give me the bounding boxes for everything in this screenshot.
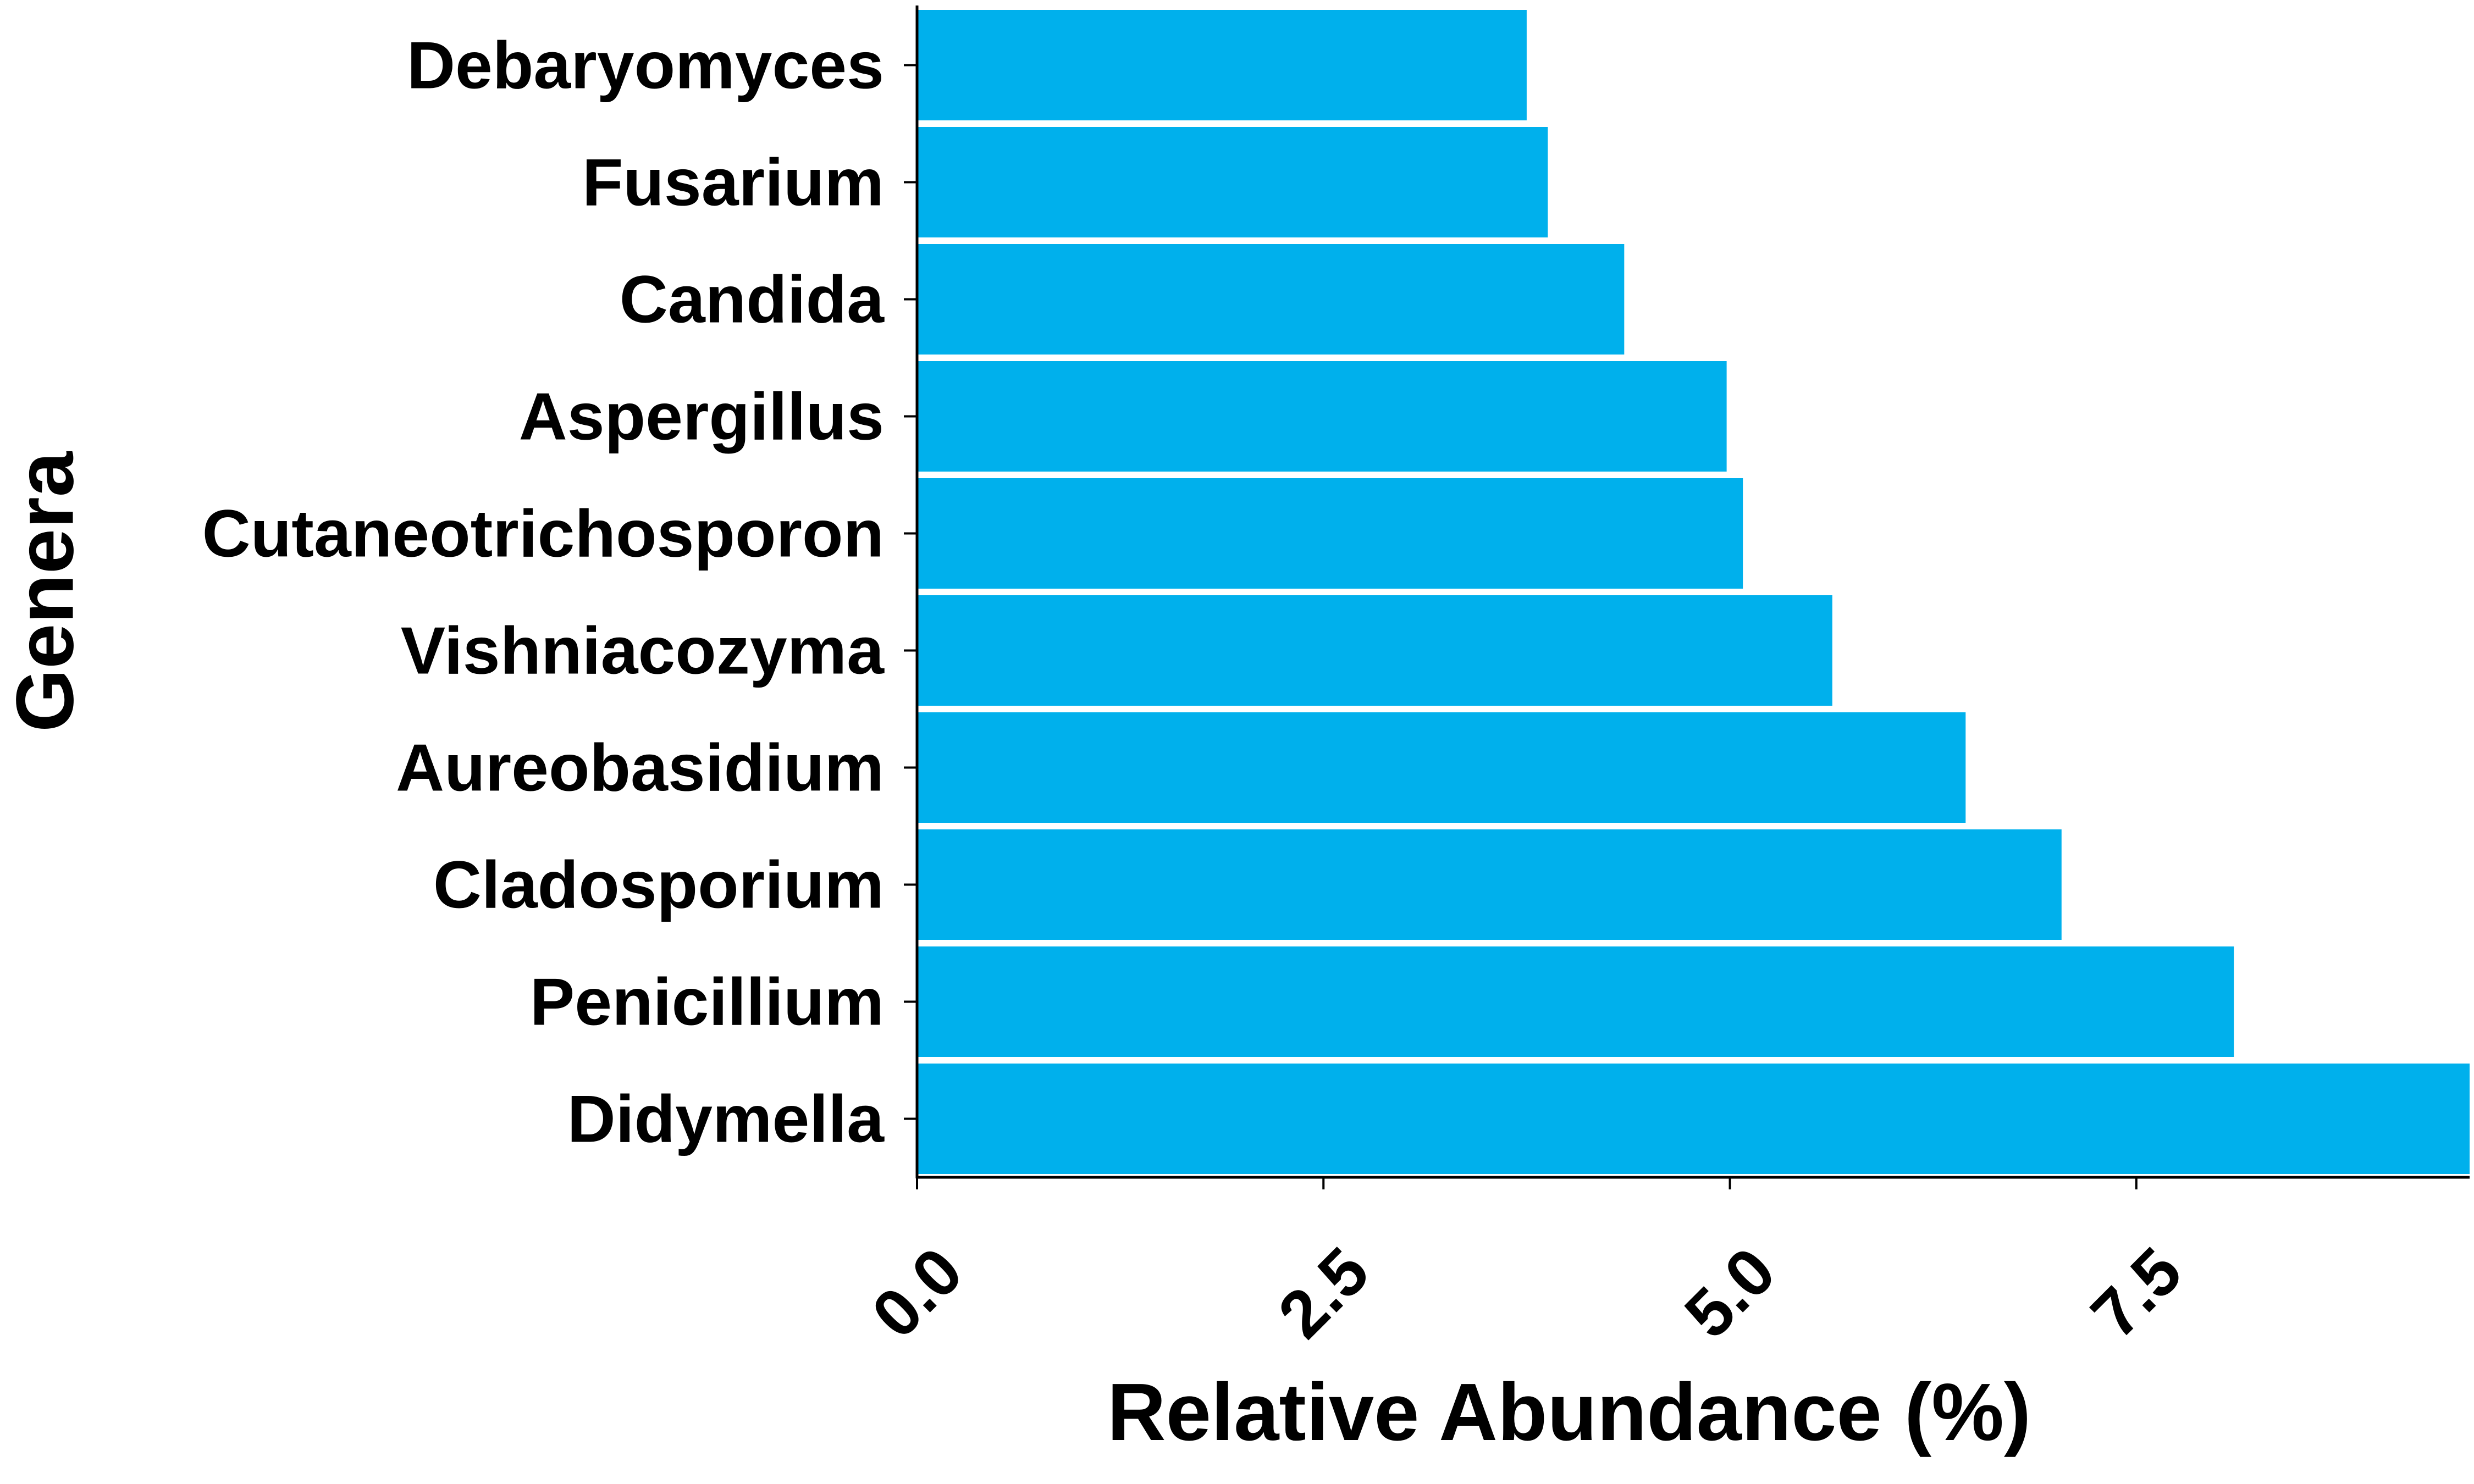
bars-layer bbox=[917, 10, 2470, 1174]
bar-didymella bbox=[917, 1064, 2470, 1174]
category-label-didymella: Didymella bbox=[567, 1082, 885, 1156]
x-axis-title: Relative Abundance (%) bbox=[1107, 1367, 2031, 1458]
category-label-aureobasidium: Aureobasidium bbox=[396, 730, 884, 805]
bar-candida bbox=[917, 244, 1625, 355]
bar-aspergillus bbox=[917, 361, 1727, 472]
bar-vishniacozyma bbox=[917, 595, 1832, 706]
y-axis-title: Genera bbox=[0, 451, 91, 732]
category-label-debaryomyces: Debaryomyces bbox=[407, 28, 884, 103]
category-label-fusarium: Fusarium bbox=[582, 145, 884, 220]
bar-fusarium bbox=[917, 127, 1548, 237]
category-label-cladosporium: Cladosporium bbox=[433, 848, 884, 922]
category-label-vishniacozyma: Vishniacozyma bbox=[401, 613, 885, 688]
bar-aureobasidium bbox=[917, 712, 1966, 823]
y-axis-ticks: Debaryomyces Fusarium Candida Aspergillus Cu… bbox=[202, 28, 917, 1156]
category-label-cutaneotrichosporon: Cutaneotrichosporon bbox=[202, 496, 884, 571]
bar-cutaneotrichosporon bbox=[917, 478, 1743, 589]
category-label-penicillium: Penicillium bbox=[530, 965, 884, 1039]
category-label-candida: Candida bbox=[620, 262, 885, 337]
axes-layer bbox=[915, 5, 2470, 1179]
bar-debaryomyces bbox=[917, 10, 1527, 120]
category-label-aspergillus: Aspergillus bbox=[519, 379, 884, 454]
x-tick-label: 7.5 bbox=[2077, 1233, 2196, 1352]
bar-penicillium bbox=[917, 946, 2234, 1057]
x-tick-label: 5.0 bbox=[1671, 1233, 1790, 1352]
x-tick-label: 2.5 bbox=[1264, 1233, 1383, 1352]
bar-cladosporium bbox=[917, 829, 2062, 940]
x-tick-label: 0.0 bbox=[858, 1233, 976, 1352]
x-axis-ticks: 0.0 2.5 5.0 7.5 bbox=[858, 1177, 2196, 1352]
